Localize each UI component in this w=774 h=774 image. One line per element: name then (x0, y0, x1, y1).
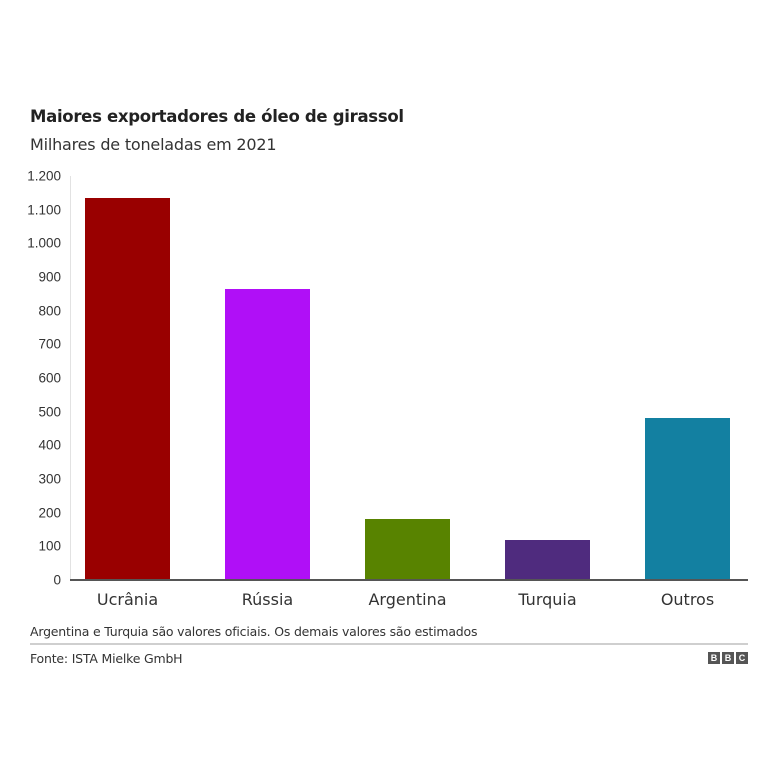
bar-outros (645, 417, 730, 580)
y-tick-label: 500 (38, 404, 61, 420)
y-tick-label: 1.000 (27, 235, 61, 251)
x-tick-label: Ucrânia (96, 590, 159, 609)
y-tick-label: 0 (53, 572, 61, 588)
x-tick-label: Argentina (368, 590, 447, 609)
y-tick-label: 200 (38, 505, 61, 521)
bbc-logo-letter: C (736, 652, 748, 664)
y-tick-label: 300 (38, 471, 61, 487)
y-tick-label: 800 (38, 303, 61, 319)
y-axis-line (70, 176, 71, 580)
y-tick-label: 400 (38, 437, 61, 453)
y-tick-label: 600 (38, 370, 61, 386)
y-tick-label: 700 (38, 336, 61, 352)
bbc-logo: B B C (708, 652, 748, 664)
bar-argentina (365, 518, 450, 580)
bar-turquia (505, 539, 590, 580)
y-tick-label: 1.100 (27, 202, 61, 218)
bar-ucrânia (85, 197, 170, 580)
x-tick-label: Outros (660, 590, 715, 609)
bbc-logo-letter: B (722, 652, 734, 664)
bbc-logo-letter: B (708, 652, 720, 664)
chart-note: Argentina e Turquia são valores oficiais… (30, 624, 478, 639)
x-tick-label: Rússia (241, 590, 294, 609)
x-axis-line (70, 579, 748, 581)
bar-rússia (225, 288, 310, 580)
footer-divider (30, 643, 748, 645)
y-tick-label: 1.200 (27, 168, 61, 184)
y-tick-label: 100 (38, 538, 61, 554)
chart-title: Maiores exportadores de óleo de girassol (30, 107, 404, 126)
source-text: Fonte: ISTA Mielke GmbH (30, 651, 183, 666)
y-tick-label: 900 (38, 269, 61, 285)
x-tick-label: Turquia (518, 590, 577, 609)
chart-subtitle: Milhares de toneladas em 2021 (30, 135, 277, 154)
